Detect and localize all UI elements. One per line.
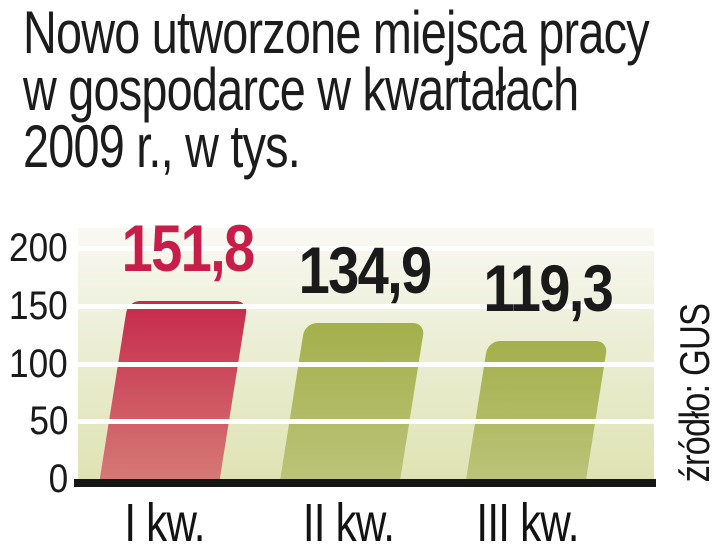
y-tick-label-200: 200 [0,228,68,268]
chart-title: Nowo utworzone miejsca pracy w gospodarc… [23,0,650,180]
x-label-i-kw: I kw. [45,496,285,550]
y-tick-label-text: 100 [9,341,68,386]
gridline-200 [78,246,654,251]
x-axis-line [74,479,656,487]
y-tick-label-text: 150 [9,283,68,328]
gridline-150 [78,303,654,309]
value-label-text: 134,9 [299,233,433,308]
y-tick-label-text: 50 [28,399,68,444]
chart-title-line-2: w gospodarce w kwartałach [23,56,579,123]
x-label-iii-kw: III kw. [408,496,648,550]
x-label-text: II kw. [303,493,395,553]
source-credit-text: źródło: GUS [671,303,718,483]
chart-title-line-1: Nowo utworzone miejsca pracy [23,0,650,66]
gridline-100 [78,361,654,367]
value-label-i-kw: 151,8 [58,215,318,281]
bar-ii-kw [280,323,425,479]
gridline-50 [78,419,654,425]
y-tick-label-0: 0 [0,459,68,499]
value-label-iii-kw: 119,3 [418,255,678,321]
value-label-ii-kw: 134,9 [235,237,495,303]
y-tick-label-text: 0 [48,457,68,501]
value-label-text: 119,3 [483,251,614,326]
x-label-ii-kw: II kw. [229,496,469,550]
value-label-text: 151,8 [122,210,256,285]
chart-title-line-3: 2009 r., w tys. [23,113,301,180]
y-tick-label-100: 100 [0,344,68,384]
y-tick-label-50: 50 [0,401,68,441]
x-label-text: I kw. [124,493,206,553]
y-tick-label-150: 150 [0,286,68,326]
x-label-text: III kw. [476,493,580,553]
source-credit: źródło: GUS [671,243,718,543]
y-tick-label-text: 200 [9,226,68,270]
